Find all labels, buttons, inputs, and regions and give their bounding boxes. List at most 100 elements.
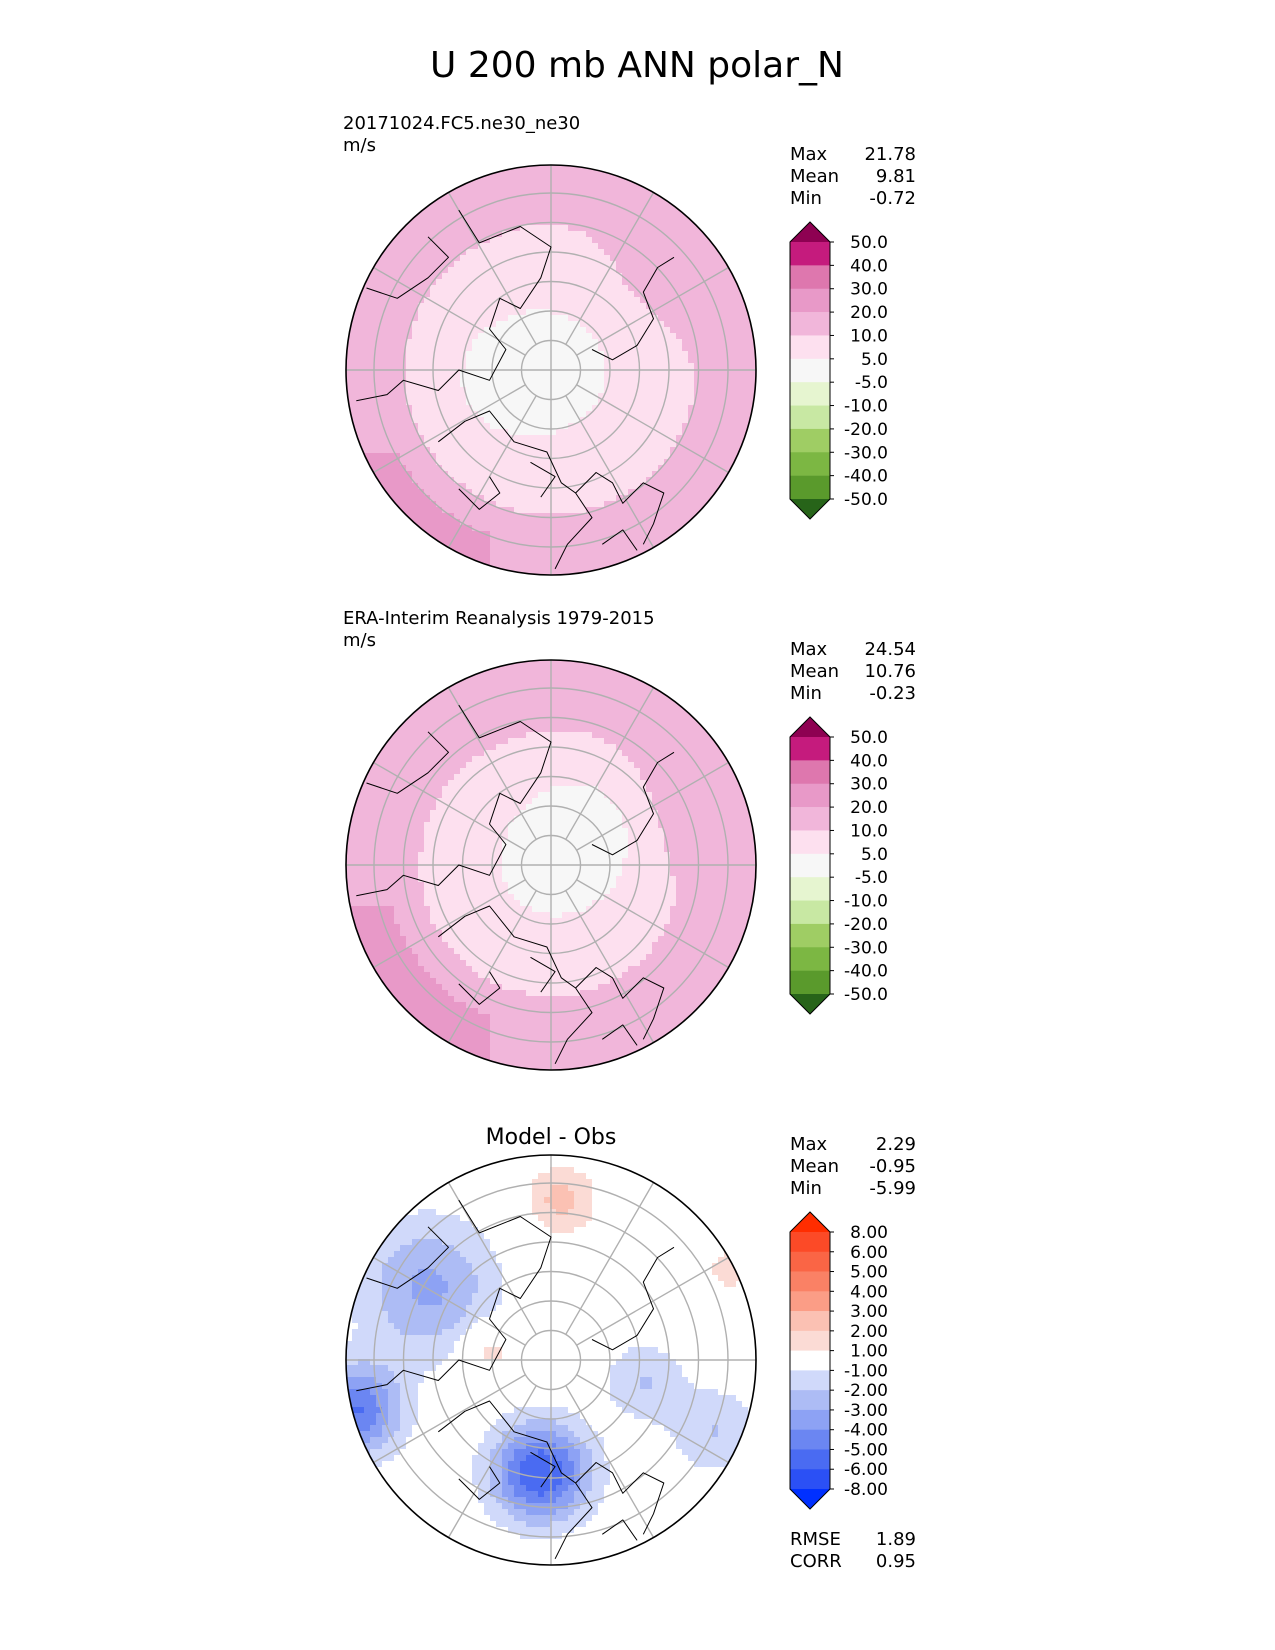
colorbar-bin xyxy=(790,1291,830,1312)
colorbar-bin xyxy=(790,1390,830,1411)
meridian-line xyxy=(447,395,537,548)
coastline xyxy=(366,1226,449,1289)
meridian-line xyxy=(576,384,729,474)
colorbar-tick-label: -5.00 xyxy=(844,1440,888,1460)
colorbar-bin xyxy=(790,1370,830,1391)
meridian-line xyxy=(565,395,655,548)
stat-value-max: 21.78 xyxy=(864,144,916,165)
coastline xyxy=(575,967,665,1040)
meridian-line xyxy=(373,266,526,356)
colorbar-bin xyxy=(790,335,830,360)
colorbar-tick-label: -50.0 xyxy=(844,490,888,510)
colorbar-extend-top xyxy=(790,1212,830,1232)
colorbar-bin xyxy=(790,428,830,453)
stat-label-min: Min xyxy=(790,188,822,209)
colorbar-tick-label: 5.0 xyxy=(861,350,888,370)
coastline xyxy=(530,1451,556,1488)
colorbar-tick-label: 20.0 xyxy=(850,798,888,818)
colorbar-bin xyxy=(790,760,830,785)
coastline xyxy=(530,461,556,498)
stat-value-max: 2.29 xyxy=(876,1134,916,1155)
colorbar-tick-label: -30.0 xyxy=(844,938,888,958)
colorbar: 50.0 40.0 30.0 20.0 10.0 5.0 -5.0 -10.0 -20.0 -30… xyxy=(789,716,888,1015)
stat-label-max: Max xyxy=(790,1134,828,1155)
meridian-line xyxy=(576,1256,729,1346)
metric-label-corr: CORR xyxy=(790,1551,842,1572)
coastline xyxy=(437,905,593,1065)
coastline xyxy=(356,209,552,402)
graticule xyxy=(346,1155,756,1565)
map-panel-3: Model - Obs Max 2.29 Mean -0.95 Min -5.99 8.006… xyxy=(345,1125,916,1572)
colorbar-tick-label: -20.0 xyxy=(844,420,888,440)
panel-subtitle: ERA-Interim Reanalysis 1979-2015 xyxy=(343,608,655,629)
meridian-line xyxy=(565,1182,655,1335)
meridian-line xyxy=(565,1385,655,1538)
colorbar-tick-label: 5.0 xyxy=(861,845,888,865)
panel-units: m/s xyxy=(343,630,376,651)
coastline xyxy=(458,971,501,1005)
coastline xyxy=(356,1199,552,1392)
colorbar-tick-label: -50.0 xyxy=(844,985,888,1005)
colorbar-bin xyxy=(790,382,830,406)
meridian-line xyxy=(576,879,729,969)
meridian-line xyxy=(576,266,729,356)
colorbar-tick-label: 40.0 xyxy=(850,751,888,771)
figure-title: U 200 mb ANN polar_N xyxy=(430,45,844,86)
meridian-line xyxy=(576,761,729,851)
colorbar-bin xyxy=(790,970,830,995)
coastlines xyxy=(356,209,675,570)
colorbar-tick-label: 30.0 xyxy=(850,280,888,300)
meridian-line xyxy=(576,1374,729,1464)
colorbar-bin xyxy=(790,923,830,948)
colorbar-bin xyxy=(790,242,830,266)
colorbar-tick-label: -5.0 xyxy=(855,868,888,888)
meridian-line xyxy=(565,890,655,1043)
graticule xyxy=(346,165,756,575)
meridian-line xyxy=(565,687,655,840)
colorbar-bin xyxy=(790,830,830,855)
colorbar-bin xyxy=(790,853,830,878)
stat-value-mean: 10.76 xyxy=(864,661,916,682)
meridian-line xyxy=(373,761,526,851)
colorbar-tick-label: 40.0 xyxy=(850,256,888,276)
colorbar-tick-label: 20.0 xyxy=(850,303,888,323)
colorbar-tick-label: 6.00 xyxy=(850,1243,888,1263)
colorbar-tick-label: -2.00 xyxy=(844,1381,888,1401)
coastline xyxy=(575,1462,665,1535)
colorbar-tick-label: -5.0 xyxy=(855,373,888,393)
colorbar-tick-label: 10.0 xyxy=(850,821,888,841)
colorbar-bin xyxy=(790,1271,830,1292)
colorbar-bin xyxy=(790,1469,830,1490)
colorbar-bin xyxy=(790,1251,830,1272)
colorbar-tick-label: -30.0 xyxy=(844,443,888,463)
colorbar-extend-top xyxy=(790,717,830,737)
colorbar-bin xyxy=(790,288,830,313)
colorbar-tick-label: 2.00 xyxy=(850,1322,888,1342)
coastline xyxy=(575,472,665,545)
colorbar-tick-label: 5.00 xyxy=(850,1263,888,1283)
colorbar-bin xyxy=(790,1449,830,1470)
colorbar-tick-label: 50.0 xyxy=(850,233,888,253)
colorbar-bin xyxy=(790,1330,830,1351)
colorbar-bin xyxy=(790,1232,830,1253)
meridian-line xyxy=(373,879,526,969)
colorbar-tick-label: 4.00 xyxy=(850,1282,888,1302)
colorbar-extend-bottom xyxy=(790,994,830,1014)
colorbar-bin xyxy=(790,475,830,500)
map-boundary xyxy=(345,164,757,576)
stat-value-mean: 9.81 xyxy=(876,166,916,187)
map-boundary xyxy=(345,1154,757,1566)
panel-title: Model - Obs xyxy=(486,1125,617,1150)
metric-value-rmse: 1.89 xyxy=(876,1529,916,1550)
colorbar-bin xyxy=(790,265,830,290)
colorbar-bin xyxy=(790,1311,830,1332)
colorbar-tick-label: -8.00 xyxy=(844,1480,888,1500)
colorbar-bin xyxy=(790,1409,830,1430)
stat-value-min: -5.99 xyxy=(869,1178,916,1199)
colorbar-tick-label: -20.0 xyxy=(844,915,888,935)
coastline xyxy=(437,1400,593,1560)
